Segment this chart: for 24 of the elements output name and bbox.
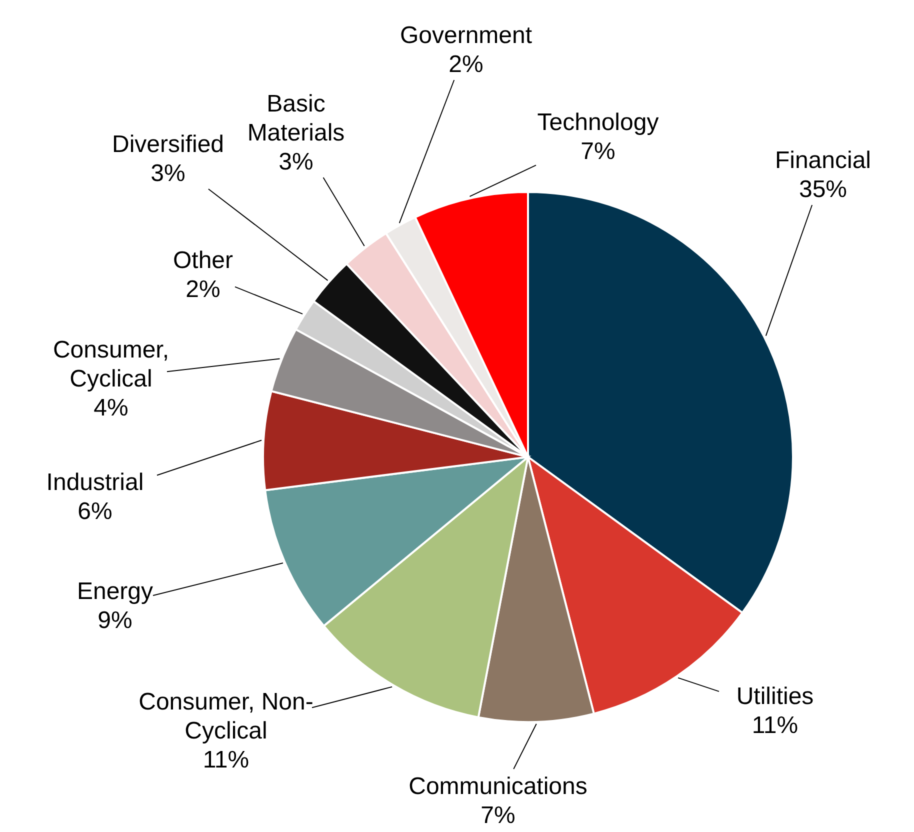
data-label: 9%	[98, 606, 132, 634]
data-label: 2%	[186, 276, 220, 303]
data-label: 6%	[78, 498, 112, 525]
slice-label: Financial	[774, 146, 872, 174]
data-label: 4%	[94, 394, 128, 422]
slice-label: Utilities	[736, 682, 814, 710]
data-label: 11%	[202, 746, 250, 774]
slice-label: Communications	[408, 772, 588, 800]
slice-label: Government	[400, 22, 532, 49]
slice-label: Diversified	[112, 130, 224, 158]
data-label: 7%	[480, 802, 516, 829]
slice-label: Other	[172, 246, 234, 274]
slice-label: Energy	[76, 578, 154, 605]
slice-label: Basic Materials	[247, 90, 345, 146]
data-label: 2%	[448, 50, 484, 78]
data-label: 11%	[752, 712, 798, 739]
slice-label: Consumer, Non-Cyclical	[138, 688, 314, 744]
slice-label: Consumer, Cyclical	[52, 336, 170, 392]
data-label: 7%	[580, 138, 616, 165]
slice-label: Technology	[537, 108, 659, 136]
data-label: 3%	[278, 148, 314, 176]
data-label: 35%	[798, 176, 848, 203]
slice-label: Industrial	[46, 468, 144, 496]
data-label: 3%	[150, 160, 186, 187]
